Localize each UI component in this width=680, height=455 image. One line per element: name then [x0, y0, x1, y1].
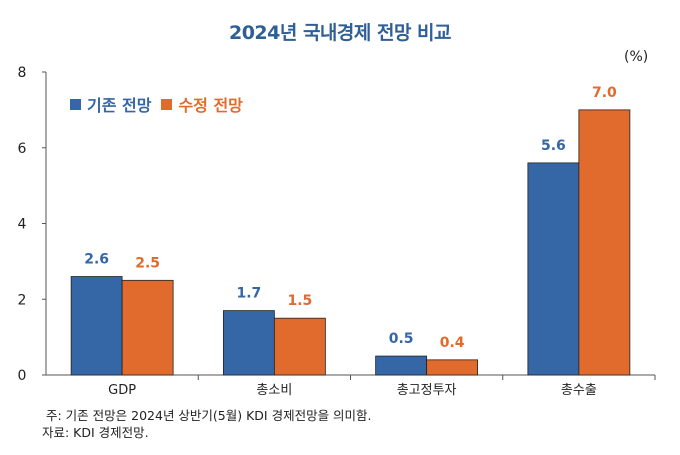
data-label: 1.7 [236, 286, 261, 302]
chart-title: 2024년 국내경제 전망 비교 [228, 22, 452, 44]
x-tick-label: 총수출 [561, 383, 597, 398]
bar-revised [426, 359, 479, 376]
x-tick-label: 총고정투자 [397, 383, 457, 398]
legend-swatch-original [70, 98, 81, 110]
y-tick-label: 0 [18, 368, 27, 384]
data-label: 2.5 [135, 255, 160, 271]
legend-item-original: 기존 전망 [70, 92, 151, 116]
footnote-note: 주: 기존 전망은 2024년 상반기(5월) KDI 경제전망을 의미함. [46, 408, 372, 423]
y-tick-label: 2 [18, 292, 27, 308]
bar-chart: 0 2 4 6 8 GDP 2.6 2.5 총소비 1.7 1.5 총고정투자 0.5 0.4 총수출 5.6… [18, 65, 656, 398]
data-label: 1.5 [287, 293, 312, 309]
y-tick-label: 6 [18, 141, 27, 157]
data-label: 7.0 [592, 85, 617, 101]
y-tick-label: 4 [18, 217, 27, 233]
footnote-source: 자료: KDI 경제전망. [42, 425, 149, 440]
x-tick-label: 총소비 [256, 383, 292, 398]
y-tick-label: 8 [18, 65, 27, 81]
bar-revised [273, 317, 326, 376]
data-label: 5.6 [541, 138, 566, 154]
x-tick-label: GDP [108, 383, 136, 398]
legend: 기존 전망 수정 전망 [70, 92, 253, 116]
bar-original [222, 310, 275, 376]
bar-original [375, 355, 428, 376]
bar-revised [578, 109, 631, 376]
bar-revised [121, 279, 174, 376]
data-label: 0.4 [440, 335, 465, 351]
data-label: 0.5 [389, 331, 414, 347]
data-label: 2.6 [84, 252, 109, 268]
legend-item-revised: 수정 전망 [161, 92, 243, 116]
legend-label-original: 기존 전망 [87, 96, 152, 115]
legend-label-revised: 수정 전망 [178, 96, 243, 115]
bar-original [70, 276, 123, 376]
footnotes: 주: 기존 전망은 2024년 상반기(5월) KDI 경제전망을 의미함. 자… [42, 407, 372, 441]
legend-swatch-revised [161, 98, 173, 110]
unit-label: (%) [624, 49, 649, 65]
bar-original [527, 162, 580, 376]
